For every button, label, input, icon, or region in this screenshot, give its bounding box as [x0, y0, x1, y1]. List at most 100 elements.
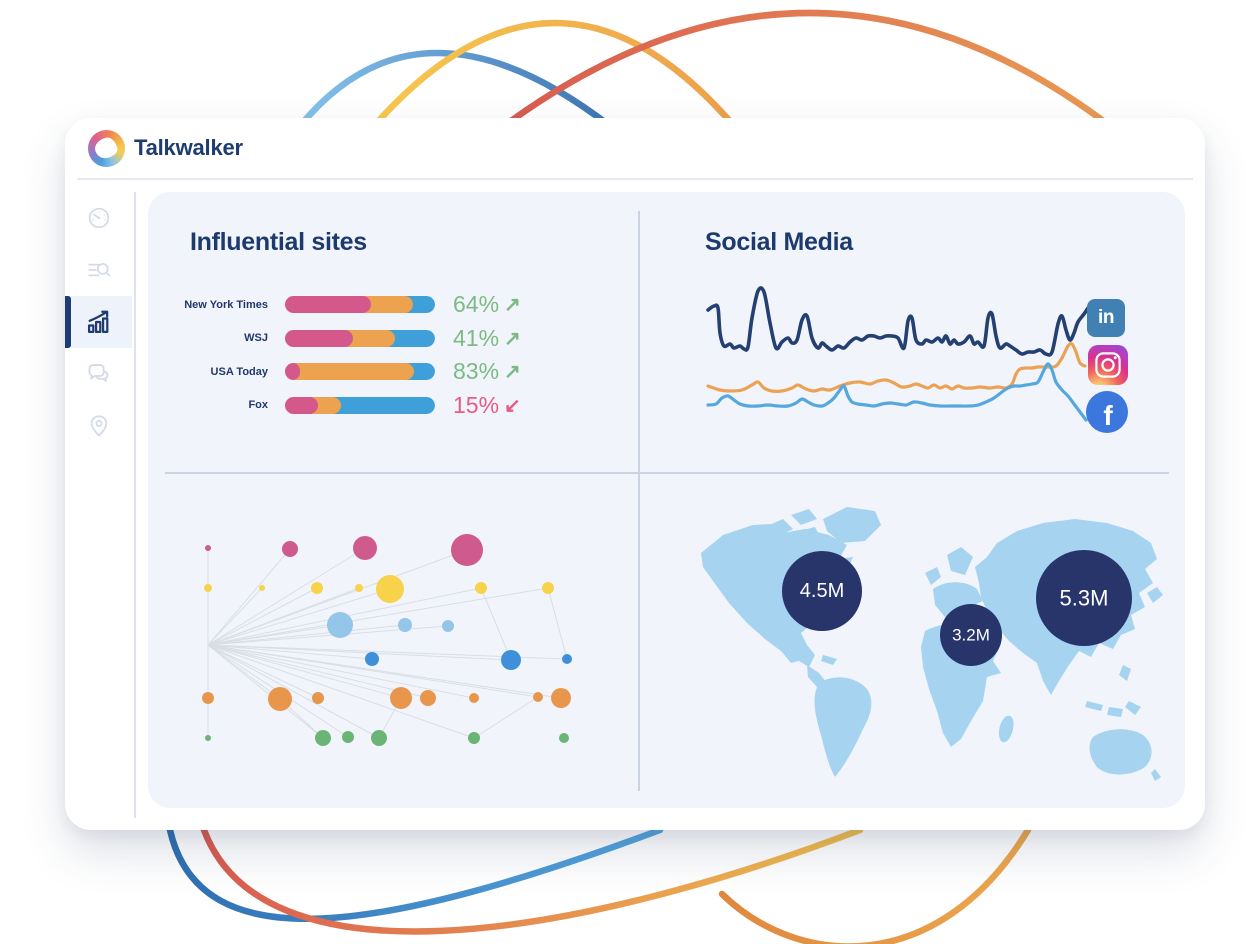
network-edges [207, 547, 568, 739]
bar-segment-orange [285, 363, 414, 381]
site-value: 83% ↗ [453, 358, 521, 385]
analytics-icon [87, 310, 108, 334]
pin-icon [90, 415, 107, 437]
site-value: 15% ↙ [453, 392, 521, 419]
site-value: 64% ↗ [453, 291, 521, 318]
instagram-camera-glyph [1095, 352, 1121, 378]
network-bubble-orange [420, 690, 436, 706]
network-bubble-yellow [204, 584, 212, 592]
network-bubble-lightblue [442, 620, 454, 632]
stacked-bar [285, 396, 435, 414]
network-bubble-orange [268, 687, 292, 711]
percent-value: 15% [453, 391, 500, 418]
map-marker: 3.2M [940, 604, 1002, 666]
network-bubble-yellow [311, 582, 323, 594]
influential-row: New York Times 64% ↗ [168, 288, 608, 322]
network-bubble-yellow [355, 584, 363, 592]
influential-sites-title: Influential sites [190, 228, 367, 256]
talkwalker-logo[interactable]: Talkwalker [88, 129, 243, 167]
network-bubble-blue [501, 650, 521, 670]
influential-row: WSJ 41% ↗ [168, 322, 608, 356]
sidebar-divider [134, 192, 136, 818]
network-bubble-pink [205, 545, 211, 551]
stacked-bar [285, 329, 435, 347]
network-bubble-pink [451, 534, 483, 566]
sidebar-item-locations[interactable] [65, 400, 132, 452]
network-bubble-yellow [475, 582, 487, 594]
site-value: 41% ↗ [453, 325, 521, 352]
sidebar-item-conversations[interactable] [65, 348, 132, 400]
linkedin-icon[interactable]: in [1087, 299, 1125, 337]
header-divider [77, 178, 1193, 180]
bottom-orange-arc [718, 826, 1032, 944]
percent-value: 83% [453, 358, 500, 385]
facebook-glyph: f [1103, 400, 1113, 431]
bar-segment-pink [285, 296, 371, 314]
instagram-line [706, 341, 1087, 393]
stacked-bar [285, 363, 435, 381]
map-marker: 4.5M [782, 551, 862, 631]
bar-segment-pink [285, 329, 353, 347]
network-bubble-orange [551, 688, 571, 708]
percent-value: 64% [453, 291, 500, 318]
network-bubble-green [468, 732, 480, 744]
linkedin-line [706, 286, 1090, 357]
sidebar-nav [65, 192, 134, 452]
sidebar-item-dashboard[interactable] [65, 192, 132, 244]
social-media-title: Social Media [705, 228, 853, 256]
facebook-icon[interactable]: f [1086, 391, 1128, 433]
trend-down-icon: ↙ [504, 394, 521, 417]
instagram-icon[interactable] [1088, 345, 1128, 385]
network-bubble-yellow [259, 585, 265, 591]
network-bubble-orange [390, 687, 412, 709]
site-label: USA Today [210, 365, 268, 378]
influential-row: USA Today 83% ↗ [168, 355, 608, 389]
influencer-network-chart [202, 534, 572, 746]
network-bubble-pink [282, 541, 298, 557]
dashboard-panel: Influential sites Social Media New York … [148, 192, 1185, 808]
social-media-line-chart [706, 286, 1090, 422]
network-bubble-blue [365, 652, 379, 666]
network-bubble-blue [562, 654, 572, 664]
gauge-icon [88, 207, 109, 229]
site-label: Fox [248, 399, 268, 412]
percent-value: 41% [453, 324, 500, 351]
stacked-bar [285, 296, 435, 314]
trend-up-icon: ↗ [504, 294, 521, 317]
network-bubble-yellow [542, 582, 554, 594]
network-bubble-green [342, 731, 354, 743]
site-label: WSJ [244, 332, 268, 345]
map-marker-value: 4.5M [800, 580, 844, 602]
vertical-quadrant-divider [638, 211, 640, 791]
network-bubble-orange [312, 692, 324, 704]
horizontal-quadrant-divider [165, 472, 1169, 474]
search-list-icon [87, 263, 110, 277]
bottom-red-arc [200, 826, 864, 935]
map-marker-value: 3.2M [952, 626, 990, 645]
app-header: Talkwalker [65, 118, 1205, 178]
network-bubble-green [559, 733, 569, 743]
influential-sites-chart: New York Times 64% ↗ WSJ 41% ↗ USA Today 83% ↗ Fo… [168, 288, 608, 422]
network-bubble-green [371, 730, 387, 746]
chat-icon [88, 363, 109, 382]
sidebar-item-search[interactable] [65, 244, 132, 296]
bottom-blue-arc [166, 826, 664, 923]
network-bubble-green [205, 735, 211, 741]
network-bubble-green [315, 730, 331, 746]
brand-name: Talkwalker [134, 135, 243, 160]
trend-up-icon: ↗ [504, 327, 521, 350]
sidebar-item-analytics[interactable] [65, 296, 132, 348]
map-marker: 5.3M [1036, 550, 1132, 646]
top-blue-arc [296, 49, 614, 130]
facebook-line [706, 362, 1088, 422]
map-marker-value: 5.3M [1060, 586, 1109, 611]
network-bubble-orange [469, 693, 479, 703]
network-bubble-orange [202, 692, 214, 704]
bar-segment-pink [285, 396, 318, 414]
top-yellow-arc [370, 19, 738, 130]
network-bubble-lightblue [327, 612, 353, 638]
influential-row: Fox 15% ↙ [168, 389, 608, 423]
network-bubble-yellow [376, 575, 404, 603]
